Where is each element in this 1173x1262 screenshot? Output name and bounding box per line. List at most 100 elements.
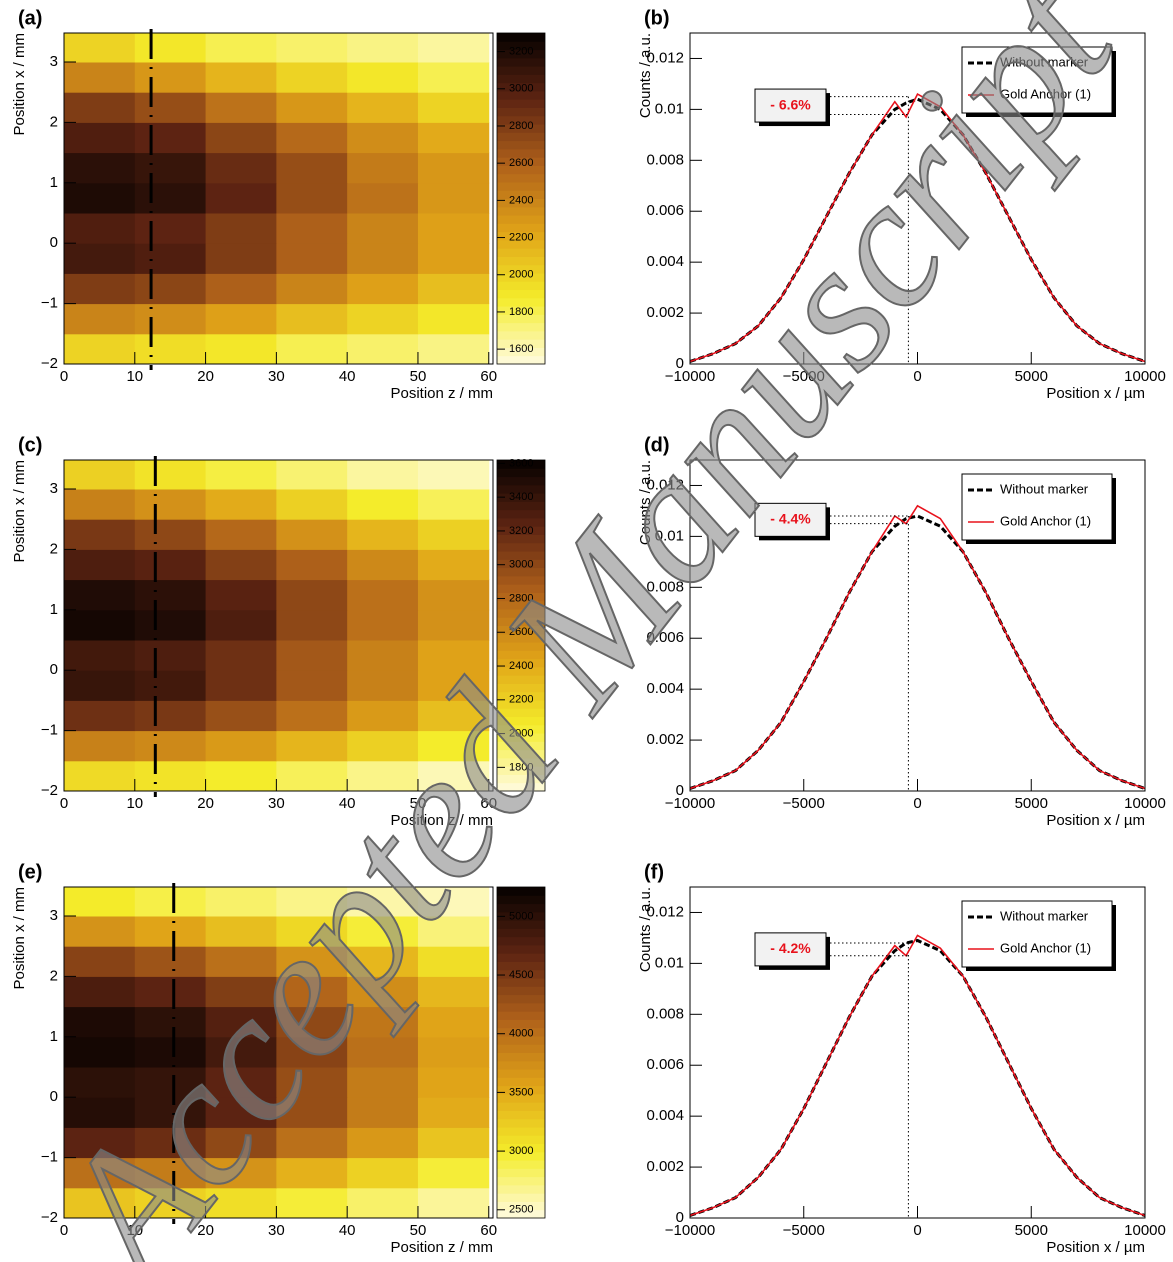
colorbar-step <box>497 57 545 67</box>
colorbar-step <box>497 1069 545 1078</box>
y-tick-label: 2 <box>50 967 58 984</box>
heatmap-cell <box>417 61 490 93</box>
colorbar-step <box>497 1135 545 1145</box>
heatmap-cell <box>64 760 136 792</box>
colorbar-step <box>497 501 545 511</box>
colorbar-tick-label: 2000 <box>509 727 533 739</box>
heatmap-cell <box>205 670 277 701</box>
heatmap-cell <box>276 579 348 611</box>
annotation-box <box>754 502 827 537</box>
heatmap-cell <box>276 639 348 671</box>
panel-title: (b) <box>644 7 670 29</box>
colorbar-step <box>497 774 545 784</box>
heatmap-cell <box>134 670 207 701</box>
annotation-box <box>754 932 827 967</box>
x-tick-label: −10000 <box>665 1222 715 1239</box>
heatmap-cell <box>276 760 348 792</box>
y-tick-label: 0.008 <box>646 1005 684 1022</box>
heatmap-cell <box>134 273 207 305</box>
colorbar-step <box>497 911 545 921</box>
heatmap-cell <box>205 1097 277 1128</box>
colorbar-step <box>497 33 545 42</box>
y-tick-label: 0.008 <box>646 151 684 168</box>
heatmap-cell <box>64 1097 136 1128</box>
colorbar-step <box>497 297 545 307</box>
y-tick-label: 1 <box>50 601 58 618</box>
heatmap-cell <box>205 915 277 947</box>
heatmap-cell <box>347 1036 419 1068</box>
heatmap-cell <box>205 33 277 63</box>
colorbar-step <box>497 272 545 282</box>
colorbar-tick-label: 3000 <box>509 1145 533 1157</box>
heatmap-cell <box>134 212 207 244</box>
heatmap-cell <box>417 122 490 154</box>
heatmap-cell <box>64 212 136 244</box>
heatmap-cell <box>134 609 207 641</box>
annotation-text: - 4.4% <box>770 511 811 527</box>
heatmap-cell <box>134 1127 207 1159</box>
colorbar-step <box>497 476 545 486</box>
y-axis-label: Counts / a.u. <box>637 33 654 118</box>
y-tick-label: 0 <box>50 1088 58 1105</box>
heatmap-cell <box>276 152 348 184</box>
colorbar-frame <box>496 459 546 792</box>
heatmap-cell <box>347 303 419 335</box>
x-tick-label: 10000 <box>1124 1222 1166 1239</box>
heatmap-cell <box>134 946 207 977</box>
y-tick-label: 0 <box>50 234 58 251</box>
heatmap-cell <box>276 182 348 214</box>
x-tick-label: 5000 <box>1015 795 1048 812</box>
x-tick-label: 30 <box>268 368 285 385</box>
annotation-box <box>754 88 827 123</box>
colorbar-step <box>497 642 545 651</box>
heatmap-cell <box>347 122 419 154</box>
colorbar-tick-label: 2400 <box>509 660 533 672</box>
y-tick-label: 0.008 <box>646 578 684 595</box>
heatmap-cell <box>347 730 419 762</box>
x-tick-label: 10000 <box>1124 368 1166 385</box>
colorbar-step <box>497 140 545 150</box>
colorbar-step <box>497 115 545 125</box>
colorbar-step <box>497 741 545 751</box>
colorbar-step <box>497 895 545 905</box>
heatmap-cell <box>276 670 348 701</box>
colorbar-step <box>497 633 545 643</box>
heatmap-cell <box>347 333 419 365</box>
colorbar-step <box>497 724 545 734</box>
y-axis-label: Position x / mm <box>11 33 28 136</box>
colorbar-tick-label: 3600 <box>509 457 533 469</box>
heatmap-cell <box>205 460 277 490</box>
panel-title: (f) <box>644 861 664 883</box>
heatmap-cell <box>64 609 136 641</box>
heatmap-cell <box>347 1187 419 1219</box>
heatmap-cell <box>134 33 207 63</box>
heatmap-cell <box>205 1127 277 1159</box>
colorbar-tick-label: 2400 <box>509 194 533 206</box>
heatmap-cell <box>417 182 490 214</box>
heatmap-cell <box>64 887 136 917</box>
colorbar-step <box>497 49 545 59</box>
colorbar-step <box>497 460 545 469</box>
colorbar-step <box>497 650 545 660</box>
heatmap-cell <box>205 1036 277 1068</box>
colorbar-step <box>497 256 545 266</box>
x-tick-label: 10 <box>126 1222 143 1239</box>
heatmap-cell <box>347 519 419 550</box>
heatmap-cell <box>417 273 490 305</box>
heatmap-cell <box>417 92 490 123</box>
x-axis-label: Position x / µm <box>1046 385 1145 402</box>
heatmap-cell <box>205 303 277 335</box>
colorbar-step <box>497 920 545 929</box>
x-tick-label: −10000 <box>665 795 715 812</box>
heatmap-cell <box>64 549 136 581</box>
x-tick-label: 40 <box>339 368 356 385</box>
x-tick-label: 5000 <box>1015 1222 1048 1239</box>
y-tick-label: −2 <box>41 1209 58 1226</box>
colorbar-step <box>497 708 545 718</box>
heatmap-cell <box>64 915 136 947</box>
heatmap-cell <box>417 976 490 1008</box>
legend-label: Gold Anchor (1) <box>1000 513 1091 528</box>
y-tick-label: 0 <box>676 355 684 372</box>
panel-title: (c) <box>18 434 42 456</box>
